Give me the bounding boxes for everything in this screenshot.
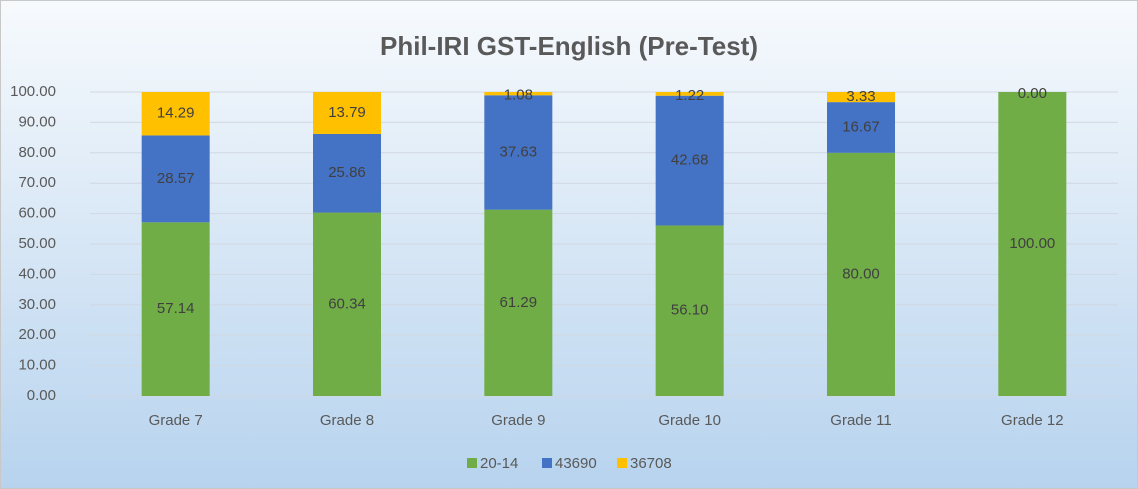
legend-label: 43690 bbox=[555, 455, 597, 472]
data-label: 42.68 bbox=[671, 152, 709, 169]
legend-swatch bbox=[617, 458, 627, 468]
data-label: 14.29 bbox=[157, 105, 195, 122]
x-tick-label: Grade 12 bbox=[1001, 412, 1064, 429]
x-tick-label: Grade 8 bbox=[320, 412, 374, 429]
data-label: 13.79 bbox=[328, 104, 366, 121]
data-label: 0.00 bbox=[1018, 85, 1047, 102]
bar-segment bbox=[141, 135, 210, 223]
bar-segment bbox=[655, 92, 724, 96]
data-label: 100.00 bbox=[1009, 235, 1055, 252]
bar-segment bbox=[313, 92, 381, 134]
data-label: 3.33 bbox=[846, 88, 875, 105]
bar-segment bbox=[655, 95, 724, 226]
data-label: 37.63 bbox=[500, 143, 538, 160]
chart-title: Phil-IRI GST-English (Pre-Test) bbox=[380, 31, 758, 61]
legend-swatch bbox=[542, 458, 552, 468]
legend-label: 36708 bbox=[630, 455, 672, 472]
legend-label: 20-14 bbox=[480, 455, 518, 472]
x-tick-label: Grade 9 bbox=[491, 412, 545, 429]
data-label: 80.00 bbox=[842, 265, 880, 282]
data-label: 61.29 bbox=[500, 294, 538, 311]
y-tick-label: 60.00 bbox=[18, 205, 56, 222]
y-tick-label: 40.00 bbox=[18, 265, 56, 282]
data-label: 1.22 bbox=[675, 87, 704, 104]
bar-segment bbox=[998, 92, 1067, 396]
bar-segment bbox=[655, 225, 724, 396]
y-tick-label: 70.00 bbox=[18, 174, 56, 191]
data-label: 16.67 bbox=[842, 118, 880, 135]
x-tick-label: Grade 7 bbox=[149, 412, 203, 429]
x-tick-label: Grade 11 bbox=[830, 412, 891, 429]
y-tick-label: 90.00 bbox=[18, 113, 56, 130]
bar-segment bbox=[827, 92, 895, 103]
y-tick-label: 30.00 bbox=[18, 296, 56, 313]
data-label: 25.86 bbox=[328, 164, 366, 181]
data-label: 56.10 bbox=[671, 302, 709, 319]
bar-segment bbox=[484, 95, 553, 210]
y-tick-label: 80.00 bbox=[18, 144, 56, 161]
data-label: 60.34 bbox=[328, 295, 366, 312]
y-tick-label: 0.00 bbox=[27, 387, 56, 404]
data-label: 57.14 bbox=[157, 300, 195, 317]
bar-segment bbox=[484, 209, 553, 396]
bar-segment bbox=[313, 133, 381, 213]
legend-swatch bbox=[467, 458, 477, 468]
data-label: 1.08 bbox=[504, 87, 533, 104]
data-label: 28.57 bbox=[157, 170, 195, 187]
bar-segment bbox=[827, 152, 895, 396]
y-tick-label: 10.00 bbox=[18, 357, 56, 374]
bar-segment bbox=[141, 222, 210, 396]
y-tick-label: 20.00 bbox=[18, 326, 56, 343]
y-tick-label: 100.00 bbox=[10, 83, 56, 100]
y-tick-label: 50.00 bbox=[18, 235, 56, 252]
bar-segment bbox=[484, 92, 553, 96]
x-tick-label: Grade 10 bbox=[658, 412, 721, 429]
bar-segment bbox=[827, 102, 895, 153]
bar-segment bbox=[313, 212, 381, 396]
bar-segment bbox=[141, 92, 210, 136]
